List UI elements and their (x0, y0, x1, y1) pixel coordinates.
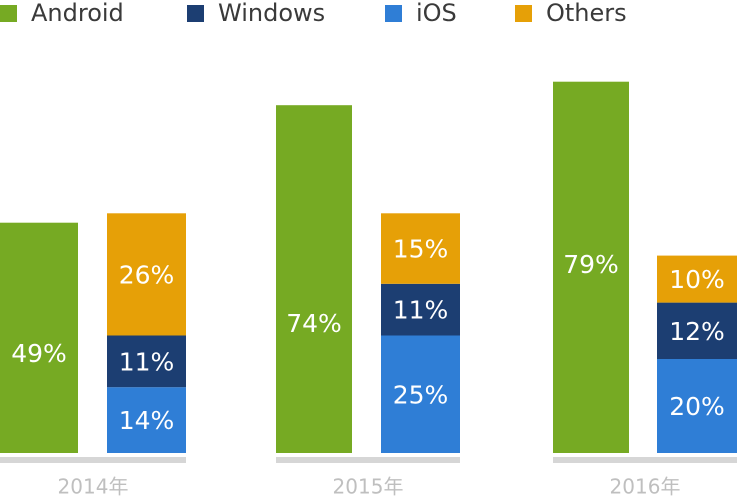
windows-segment-2014 (107, 335, 186, 388)
legend-item-others: Others (515, 0, 627, 26)
legend-swatch-android (0, 4, 17, 22)
windows-segment-2016 (657, 302, 737, 359)
ios-segment-2014 (107, 387, 186, 453)
legend-swatch-others (515, 4, 532, 22)
android-label-2015: 74% (286, 309, 342, 338)
legend-label-windows: Windows (218, 0, 326, 27)
android-bar-2014 (0, 222, 78, 453)
ios-label-2014: 14% (119, 406, 175, 435)
baseline-2015 (276, 457, 460, 463)
windows-label-2016: 12% (669, 317, 725, 346)
x-tick-label-2015: 2015年 (333, 475, 404, 498)
others-segment-2014 (107, 213, 186, 336)
x-tick-label-2016: 2016年 (610, 475, 681, 498)
legend-item-ios: iOS (385, 0, 457, 26)
android-label-2014: 49% (11, 339, 67, 368)
legend-swatch-windows (187, 4, 204, 22)
windows-label-2014: 11% (119, 347, 175, 376)
ios-segment-2016 (657, 359, 737, 453)
others-segment-2015 (381, 213, 460, 284)
legend-item-android: Android (0, 0, 124, 26)
legend-swatch-ios (385, 4, 402, 22)
others-label-2016: 10% (669, 265, 725, 294)
android-label-2016: 79% (563, 250, 619, 279)
others-label-2014: 26% (119, 260, 175, 289)
others-segment-2016 (657, 255, 737, 303)
windows-label-2015: 11% (393, 296, 449, 325)
legend-item-windows: Windows (187, 0, 325, 26)
windows-segment-2015 (381, 283, 460, 336)
ios-label-2016: 20% (669, 392, 725, 421)
baseline-2016 (553, 457, 737, 463)
baseline-2014 (0, 457, 186, 463)
ios-label-2015: 25% (393, 380, 449, 409)
legend-label-others: Others (546, 0, 627, 27)
legend-label-ios: iOS (416, 0, 457, 27)
x-tick-label-2014: 2014年 (58, 475, 129, 498)
android-bar-2015 (276, 105, 352, 453)
others-label-2015: 15% (393, 235, 449, 264)
android-bar-2016 (553, 81, 629, 453)
legend-label-android: Android (31, 0, 124, 27)
ios-segment-2015 (381, 335, 460, 453)
